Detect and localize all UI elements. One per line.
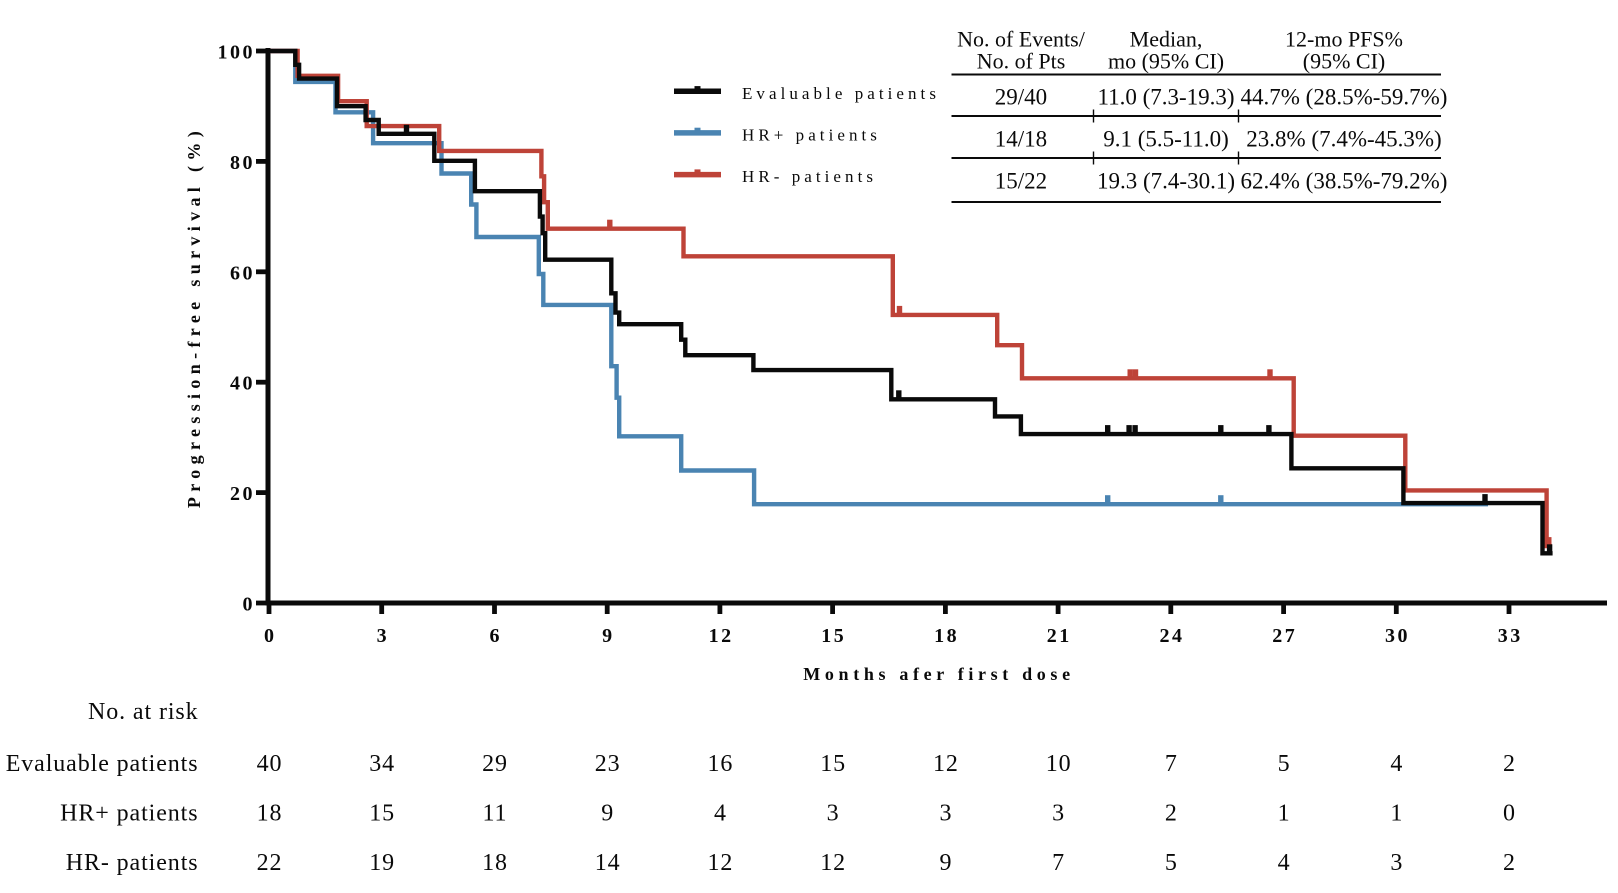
svg-text:12: 12 <box>709 625 734 647</box>
svg-text:HR+ patients: HR+ patients <box>60 801 198 827</box>
svg-text:10: 10 <box>1046 751 1072 777</box>
svg-text:23: 23 <box>595 751 621 777</box>
svg-text:15: 15 <box>369 801 395 827</box>
svg-text:Evaluable patients: Evaluable patients <box>6 751 199 777</box>
svg-text:20: 20 <box>230 483 255 505</box>
svg-text:16: 16 <box>707 751 733 777</box>
svg-text:18: 18 <box>482 850 508 876</box>
svg-text:HR- patients: HR- patients <box>742 167 877 186</box>
svg-text:mo (95% CI): mo (95% CI) <box>1108 49 1224 74</box>
svg-text:No. at risk: No. at risk <box>88 699 199 725</box>
svg-text:12: 12 <box>933 751 959 777</box>
svg-text:12: 12 <box>820 850 846 876</box>
svg-text:12-mo PFS%: 12-mo PFS% <box>1285 27 1403 52</box>
svg-text:18: 18 <box>257 801 283 827</box>
svg-text:29: 29 <box>482 751 508 777</box>
svg-text:No. of Pts: No. of Pts <box>977 49 1066 74</box>
svg-text:40: 40 <box>257 751 283 777</box>
svg-text:15/22: 15/22 <box>995 169 1047 194</box>
svg-text:80: 80 <box>230 152 255 174</box>
svg-text:4: 4 <box>1278 850 1291 876</box>
svg-text:Median,: Median, <box>1130 27 1203 52</box>
svg-text:HR+ patients: HR+ patients <box>742 125 881 144</box>
svg-text:2: 2 <box>1503 850 1516 876</box>
svg-text:15: 15 <box>821 625 846 647</box>
svg-text:3: 3 <box>1052 801 1065 827</box>
svg-text:5: 5 <box>1278 751 1291 777</box>
svg-text:0: 0 <box>264 625 277 647</box>
svg-text:1: 1 <box>1390 801 1403 827</box>
svg-text:9: 9 <box>602 625 615 647</box>
svg-text:22: 22 <box>257 850 283 876</box>
svg-text:Months afer first dose: Months afer first dose <box>803 664 1074 684</box>
svg-text:62.4% (38.5%-79.2%): 62.4% (38.5%-79.2%) <box>1241 169 1448 194</box>
svg-text:0: 0 <box>243 594 256 616</box>
svg-text:3: 3 <box>1390 850 1403 876</box>
svg-text:9.1 (5.5-11.0): 9.1 (5.5-11.0) <box>1103 127 1229 152</box>
svg-text:4: 4 <box>1390 751 1403 777</box>
svg-text:33: 33 <box>1498 625 1523 647</box>
svg-text:18: 18 <box>934 625 959 647</box>
svg-text:7: 7 <box>1165 751 1178 777</box>
svg-text:9: 9 <box>939 850 952 876</box>
svg-text:2: 2 <box>1165 801 1178 827</box>
svg-text:14: 14 <box>595 850 621 876</box>
svg-text:29/40: 29/40 <box>995 85 1047 110</box>
svg-text:14/18: 14/18 <box>995 127 1047 152</box>
svg-text:30: 30 <box>1385 625 1410 647</box>
svg-text:44.7% (28.5%-59.7%): 44.7% (28.5%-59.7%) <box>1241 85 1448 110</box>
svg-text:19.3 (7.4-30.1): 19.3 (7.4-30.1) <box>1097 169 1235 194</box>
svg-text:(95% CI): (95% CI) <box>1303 49 1385 74</box>
svg-text:100: 100 <box>218 42 256 64</box>
svg-text:Progression-free survival (%): Progression-free survival (%) <box>184 126 205 508</box>
svg-text:0: 0 <box>1503 801 1516 827</box>
svg-text:3: 3 <box>827 801 840 827</box>
svg-text:7: 7 <box>1052 850 1065 876</box>
svg-text:9: 9 <box>601 801 614 827</box>
svg-text:24: 24 <box>1160 625 1185 647</box>
svg-text:3: 3 <box>377 625 390 647</box>
svg-text:1: 1 <box>1278 801 1291 827</box>
svg-text:11.0 (7.3-19.3): 11.0 (7.3-19.3) <box>1097 85 1234 110</box>
svg-text:40: 40 <box>230 373 255 395</box>
svg-text:Evaluable patients: Evaluable patients <box>742 84 940 103</box>
svg-text:19: 19 <box>369 850 395 876</box>
svg-text:4: 4 <box>714 801 727 827</box>
svg-text:5: 5 <box>1165 850 1178 876</box>
svg-text:23.8% (7.4%-45.3%): 23.8% (7.4%-45.3%) <box>1246 127 1441 152</box>
svg-text:3: 3 <box>939 801 952 827</box>
svg-text:60: 60 <box>230 262 255 284</box>
svg-text:11: 11 <box>483 801 508 827</box>
svg-text:12: 12 <box>707 850 733 876</box>
svg-text:34: 34 <box>369 751 395 777</box>
svg-text:27: 27 <box>1272 625 1297 647</box>
svg-text:No. of Events/: No. of Events/ <box>957 27 1086 52</box>
svg-text:21: 21 <box>1047 625 1072 647</box>
svg-text:HR- patients: HR- patients <box>66 850 199 876</box>
svg-text:2: 2 <box>1503 751 1516 777</box>
svg-text:15: 15 <box>820 751 846 777</box>
svg-text:6: 6 <box>489 625 502 647</box>
